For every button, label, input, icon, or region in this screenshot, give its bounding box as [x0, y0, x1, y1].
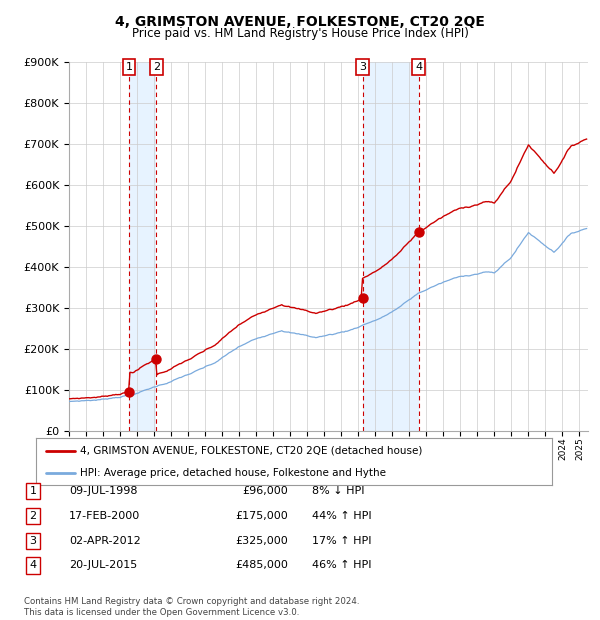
- Text: This data is licensed under the Open Government Licence v3.0.: This data is licensed under the Open Gov…: [24, 608, 299, 617]
- Text: Contains HM Land Registry data © Crown copyright and database right 2024.: Contains HM Land Registry data © Crown c…: [24, 597, 359, 606]
- Bar: [362, 62, 419, 431]
- Text: HPI: Average price, detached house, Folkestone and Hythe: HPI: Average price, detached house, Folk…: [80, 468, 386, 478]
- Text: 09-JUL-1998: 09-JUL-1998: [69, 486, 137, 496]
- Text: £96,000: £96,000: [242, 486, 288, 496]
- Text: 46% ↑ HPI: 46% ↑ HPI: [312, 560, 371, 570]
- Text: 02-APR-2012: 02-APR-2012: [69, 536, 141, 546]
- Text: 8% ↓ HPI: 8% ↓ HPI: [312, 486, 365, 496]
- Text: 2: 2: [153, 62, 160, 72]
- Text: 1: 1: [125, 62, 133, 72]
- Text: 20-JUL-2015: 20-JUL-2015: [69, 560, 137, 570]
- Bar: [129, 62, 156, 431]
- Text: 17% ↑ HPI: 17% ↑ HPI: [312, 536, 371, 546]
- Text: £485,000: £485,000: [235, 560, 288, 570]
- Text: 4, GRIMSTON AVENUE, FOLKESTONE, CT20 2QE: 4, GRIMSTON AVENUE, FOLKESTONE, CT20 2QE: [115, 15, 485, 29]
- Text: £175,000: £175,000: [235, 511, 288, 521]
- Text: 44% ↑ HPI: 44% ↑ HPI: [312, 511, 371, 521]
- Text: 17-FEB-2000: 17-FEB-2000: [69, 511, 140, 521]
- Text: 2: 2: [29, 511, 37, 521]
- Text: Price paid vs. HM Land Registry's House Price Index (HPI): Price paid vs. HM Land Registry's House …: [131, 27, 469, 40]
- Text: 4: 4: [29, 560, 37, 570]
- Text: 1: 1: [29, 486, 37, 496]
- Text: 4, GRIMSTON AVENUE, FOLKESTONE, CT20 2QE (detached house): 4, GRIMSTON AVENUE, FOLKESTONE, CT20 2QE…: [80, 446, 422, 456]
- Text: 4: 4: [415, 62, 422, 72]
- Text: £325,000: £325,000: [235, 536, 288, 546]
- Text: 3: 3: [359, 62, 366, 72]
- Text: 3: 3: [29, 536, 37, 546]
